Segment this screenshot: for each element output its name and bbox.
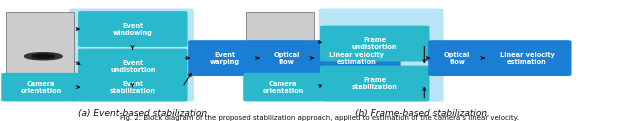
Text: Linear velocity
estimation: Linear velocity estimation xyxy=(500,52,554,65)
Text: (a) Event-based stabilization.: (a) Event-based stabilization. xyxy=(78,109,210,118)
FancyBboxPatch shape xyxy=(483,40,572,76)
FancyBboxPatch shape xyxy=(428,40,486,76)
Text: (b) Frame-based stabilization.: (b) Frame-based stabilization. xyxy=(355,109,490,118)
FancyBboxPatch shape xyxy=(69,8,194,102)
FancyBboxPatch shape xyxy=(6,12,74,100)
FancyBboxPatch shape xyxy=(1,73,81,101)
FancyBboxPatch shape xyxy=(188,40,261,76)
Circle shape xyxy=(264,53,302,60)
FancyBboxPatch shape xyxy=(246,12,314,100)
Text: Linear velocity
estimation: Linear velocity estimation xyxy=(329,52,383,65)
Text: Event
windowing: Event windowing xyxy=(113,23,153,36)
Text: Fig. 2: Block diagram of the proposed stabilization approach, applied to estimat: Fig. 2: Block diagram of the proposed st… xyxy=(120,115,520,121)
FancyBboxPatch shape xyxy=(320,26,429,61)
Circle shape xyxy=(32,54,54,58)
Text: Event
warping: Event warping xyxy=(210,52,239,65)
FancyBboxPatch shape xyxy=(320,66,429,101)
Circle shape xyxy=(272,54,294,58)
Circle shape xyxy=(24,53,62,60)
Text: Optical
flow: Optical flow xyxy=(273,52,300,65)
FancyBboxPatch shape xyxy=(257,40,316,76)
FancyBboxPatch shape xyxy=(243,73,323,101)
FancyBboxPatch shape xyxy=(319,8,444,102)
Text: Frame
undistortion: Frame undistortion xyxy=(352,37,397,50)
Text: Camera
orientation: Camera orientation xyxy=(20,81,61,94)
FancyBboxPatch shape xyxy=(78,49,188,84)
Text: Event
stabilization: Event stabilization xyxy=(110,81,156,94)
Text: Camera
orientation: Camera orientation xyxy=(262,81,303,94)
Text: Event
undistortion: Event undistortion xyxy=(110,60,156,73)
Text: Optical
flow: Optical flow xyxy=(444,52,470,65)
FancyBboxPatch shape xyxy=(312,40,401,76)
FancyBboxPatch shape xyxy=(78,73,188,101)
FancyBboxPatch shape xyxy=(78,11,188,47)
Text: Frame
stabilization: Frame stabilization xyxy=(352,77,397,90)
